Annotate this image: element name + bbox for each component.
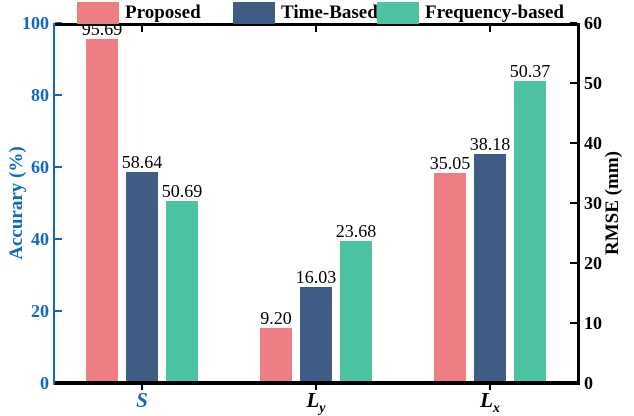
left-y-tick	[55, 238, 62, 240]
x-tick-bottom	[141, 385, 143, 390]
x-category-label: S	[97, 387, 187, 413]
left-y-tick	[55, 310, 62, 312]
category-base-letter: Lˆ	[480, 374, 493, 413]
right-y-tick-label: 40	[584, 133, 602, 153]
bar-time-based-group1	[126, 171, 158, 383]
bar-frequency-based-group2	[340, 240, 372, 383]
right-y-tick-label: 60	[584, 13, 602, 33]
left-y-tick-label: 40	[31, 229, 49, 249]
left-y-tick	[55, 166, 62, 168]
legend-label: Proposed	[125, 2, 201, 23]
left-y-tick-label: 0	[40, 373, 49, 393]
left-y-tick-label: 100	[22, 13, 49, 33]
right-y-tick	[570, 142, 577, 144]
right-y-tick-label: 20	[584, 253, 602, 273]
legend-swatch	[77, 2, 119, 24]
bar-value-label: 38.18	[469, 133, 511, 154]
bar-value-label: 16.03	[295, 266, 337, 287]
x-tick-top	[141, 26, 143, 32]
bar-time-based-group2	[300, 286, 332, 383]
left-y-tick-label: 20	[31, 301, 49, 321]
left-y-tick-label: 80	[31, 85, 49, 105]
left-y-tick-label: 60	[31, 157, 49, 177]
category-base-letter: Lˆ	[306, 374, 319, 413]
bar-frequency-based-group1	[166, 200, 198, 383]
bar-value-label: 58.64	[121, 151, 163, 172]
right-y-tick	[570, 82, 577, 84]
x-tick-top	[489, 26, 491, 32]
bar-frequency-based-group3	[514, 80, 546, 383]
x-category-label: Lˆy	[271, 374, 361, 416]
bar-value-label: 23.68	[335, 220, 377, 241]
bar-proposed-group2	[260, 327, 292, 383]
x-tick-bottom	[315, 385, 317, 390]
right-y-tick-label: 50	[584, 73, 602, 93]
category-subscript: y	[319, 401, 326, 416]
bar-time-based-group3	[474, 153, 506, 383]
bar-value-label: 50.37	[509, 60, 551, 81]
legend-label: Time-Based	[281, 2, 378, 23]
bar-proposed-group1	[86, 38, 118, 383]
right-y-tick-label: 10	[584, 313, 602, 333]
right-y-tick-label: 0	[584, 373, 593, 393]
left-axis-title: Accurary (%)	[6, 146, 27, 260]
category-subscript: x	[492, 401, 500, 416]
right-axis-title: RMSE (mm)	[602, 151, 623, 255]
right-y-tick	[570, 322, 577, 324]
right-y-tick-label: 30	[584, 193, 602, 213]
legend-swatch	[233, 2, 275, 24]
legend: Proposed Time-Based Frequency-based	[0, 0, 634, 26]
plot-right-spine	[577, 23, 580, 385]
legend-swatch	[377, 2, 419, 24]
plot-left-spine	[53, 23, 55, 385]
left-y-tick	[55, 94, 62, 96]
plot-bottom-spine	[53, 381, 580, 385]
bar-value-label: 9.20	[260, 307, 292, 328]
category-base-letter: S	[136, 388, 148, 412]
x-tick-top	[315, 26, 317, 32]
bar-proposed-group3	[434, 172, 466, 383]
x-category-label: Lˆx	[445, 374, 535, 416]
right-y-tick	[570, 202, 577, 204]
bar-value-label: 35.05	[429, 152, 471, 173]
x-tick-bottom	[489, 385, 491, 390]
bar-value-label: 50.69	[161, 180, 203, 201]
right-y-tick	[570, 262, 577, 264]
legend-label: Frequency-based	[425, 2, 564, 23]
plot-top-spine	[53, 23, 580, 26]
